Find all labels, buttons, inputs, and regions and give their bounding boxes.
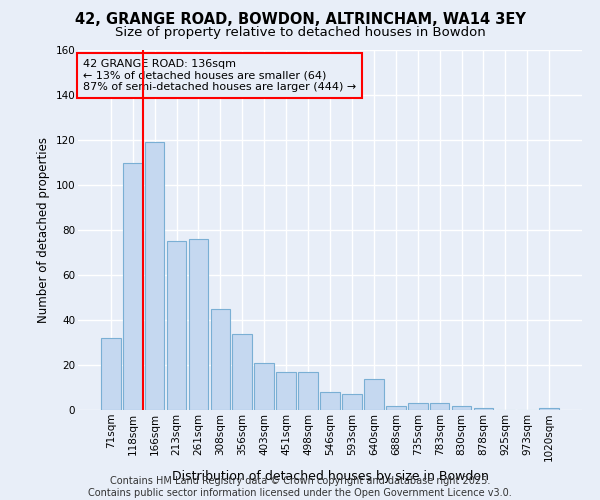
Y-axis label: Number of detached properties: Number of detached properties: [37, 137, 50, 323]
Bar: [167, 242, 187, 410]
Text: 42 GRANGE ROAD: 136sqm
← 13% of detached houses are smaller (64)
87% of semi-det: 42 GRANGE ROAD: 136sqm ← 13% of detached…: [83, 59, 356, 92]
Bar: [430, 403, 449, 410]
Bar: [320, 392, 340, 410]
Bar: [539, 408, 559, 410]
X-axis label: Distribution of detached houses by size in Bowdon: Distribution of detached houses by size …: [172, 470, 488, 482]
Bar: [408, 403, 428, 410]
Bar: [101, 338, 121, 410]
Bar: [386, 406, 406, 410]
Bar: [232, 334, 252, 410]
Bar: [473, 408, 493, 410]
Bar: [298, 372, 318, 410]
Bar: [188, 239, 208, 410]
Bar: [145, 142, 164, 410]
Bar: [123, 162, 143, 410]
Text: Contains HM Land Registry data © Crown copyright and database right 2025.
Contai: Contains HM Land Registry data © Crown c…: [88, 476, 512, 498]
Text: 42, GRANGE ROAD, BOWDON, ALTRINCHAM, WA14 3EY: 42, GRANGE ROAD, BOWDON, ALTRINCHAM, WA1…: [74, 12, 526, 28]
Bar: [276, 372, 296, 410]
Bar: [342, 394, 362, 410]
Bar: [452, 406, 472, 410]
Bar: [211, 308, 230, 410]
Bar: [254, 363, 274, 410]
Text: Size of property relative to detached houses in Bowdon: Size of property relative to detached ho…: [115, 26, 485, 39]
Bar: [364, 378, 384, 410]
